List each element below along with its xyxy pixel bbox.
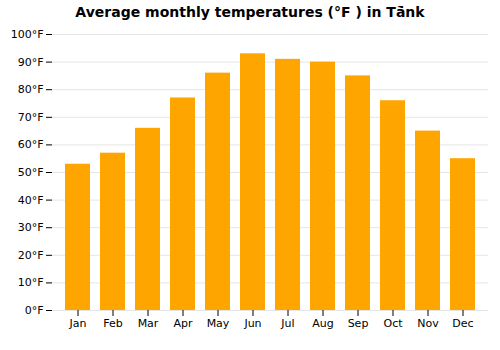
svg-text:90°F: 90°F	[18, 56, 44, 69]
svg-text:0°F: 0°F	[25, 304, 44, 317]
svg-text:40°F: 40°F	[18, 194, 44, 207]
svg-text:60°F: 60°F	[18, 138, 44, 151]
svg-text:Nov: Nov	[417, 317, 439, 330]
svg-text:Apr: Apr	[173, 317, 193, 330]
svg-text:May: May	[207, 317, 230, 330]
svg-text:Sep: Sep	[348, 317, 369, 330]
html-text:Average monthly temperatures (: Average monthly temperatures (°F ) in Tā…	[75, 4, 425, 20]
svg-text:Dec: Dec	[452, 317, 473, 330]
svg-text:20°F: 20°F	[18, 249, 44, 262]
svg-text:Jan: Jan	[69, 317, 87, 330]
svg-text:Oct: Oct	[383, 317, 403, 330]
svg-text:50°F: 50°F	[18, 166, 44, 179]
svg-text:80°F: 80°F	[18, 83, 44, 96]
svg-text:100°F: 100°F	[11, 28, 44, 41]
svg-text:Jul: Jul	[280, 317, 294, 330]
svg-text:10°F: 10°F	[18, 276, 44, 289]
svg-text:Jun: Jun	[243, 317, 261, 330]
svg-text:30°F: 30°F	[18, 221, 44, 234]
svg-text:Feb: Feb	[103, 317, 122, 330]
svg-text:70°F: 70°F	[18, 111, 44, 124]
svg-text:Mar: Mar	[138, 317, 159, 330]
svg-text:Aug: Aug	[312, 317, 333, 330]
